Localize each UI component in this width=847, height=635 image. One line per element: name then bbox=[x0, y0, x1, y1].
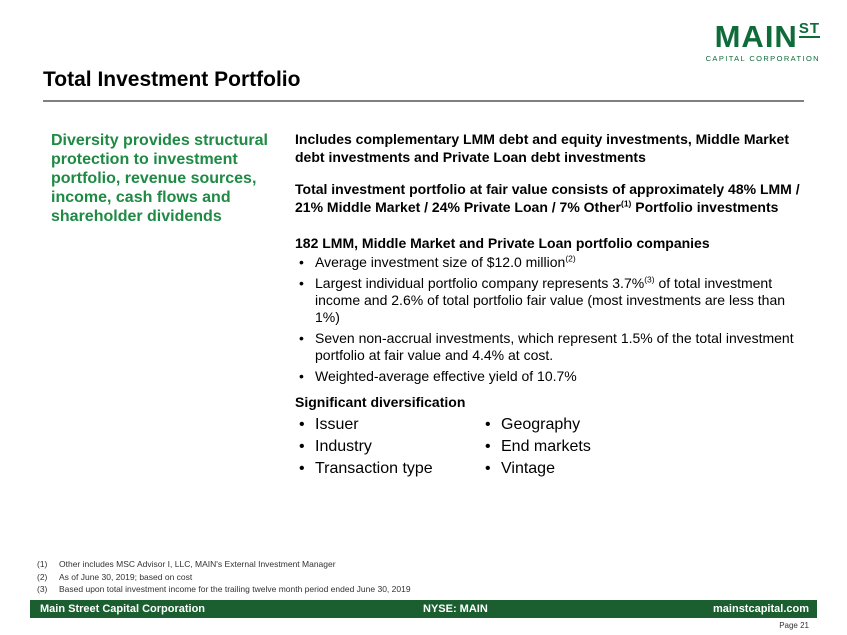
diversification-heading: Significant diversification bbox=[295, 393, 466, 410]
company-logo: MAINST CAPITAL CORPORATION bbox=[700, 19, 820, 63]
footnote: (3) Based upon total investment income fo… bbox=[37, 584, 411, 594]
diversification-col-1: Issuer Industry Transaction type bbox=[295, 414, 481, 480]
title-divider bbox=[43, 100, 804, 102]
list-item: Largest individual portfolio company rep… bbox=[295, 275, 800, 326]
footnotes: (1) Other includes MSC Advisor I, LLC, MA… bbox=[37, 558, 411, 596]
left-heading: Diversity provides structural protection… bbox=[51, 132, 268, 225]
paragraph-complementary: Includes complementary LMM debt and equi… bbox=[295, 131, 789, 165]
footer-company: Main Street Capital Corporation bbox=[40, 603, 206, 615]
page-title: Total Investment Portfolio bbox=[43, 68, 301, 91]
list-item: Weighted-average effective yield of 10.7… bbox=[295, 368, 800, 385]
footer-bar: Main Street Capital Corporation NYSE: MA… bbox=[30, 600, 817, 618]
portfolio-bullets: Average investment size of $12.0 million… bbox=[295, 254, 800, 385]
logo-subtitle: CAPITAL CORPORATION bbox=[705, 54, 820, 63]
footnote: (2) As of June 30, 2019; based on cost bbox=[37, 571, 193, 582]
footnote: (1) Other includes MSC Advisor I, LLC, MA… bbox=[37, 559, 336, 569]
list-item: Industry bbox=[295, 436, 481, 458]
logo-wordmark: MAINST bbox=[714, 19, 820, 54]
diversification-col-2: Geography End markets Vintage bbox=[481, 414, 591, 480]
list-item: Average investment size of $12.0 million… bbox=[295, 254, 800, 271]
list-item: Vintage bbox=[481, 458, 591, 480]
page-number: Page 21 bbox=[779, 621, 809, 630]
list-item: Seven non-accrual investments, which rep… bbox=[295, 330, 800, 364]
list-item: End markets bbox=[481, 436, 591, 458]
diversification-columns: Issuer Industry Transaction type Geograp… bbox=[295, 414, 800, 480]
list-item: Geography bbox=[481, 414, 591, 436]
footer-ticker: NYSE: MAIN bbox=[423, 603, 488, 615]
footer-website: mainstcapital.com bbox=[713, 603, 809, 615]
paragraph-portfolio-mix: Total investment portfolio at fair value… bbox=[295, 181, 800, 215]
paragraph-portfolio-companies: 182 LMM, Middle Market and Private Loan … bbox=[295, 235, 710, 251]
list-item: Transaction type bbox=[295, 458, 481, 480]
main-content: Includes complementary LMM debt and equi… bbox=[295, 131, 800, 480]
list-item: Issuer bbox=[295, 414, 481, 436]
